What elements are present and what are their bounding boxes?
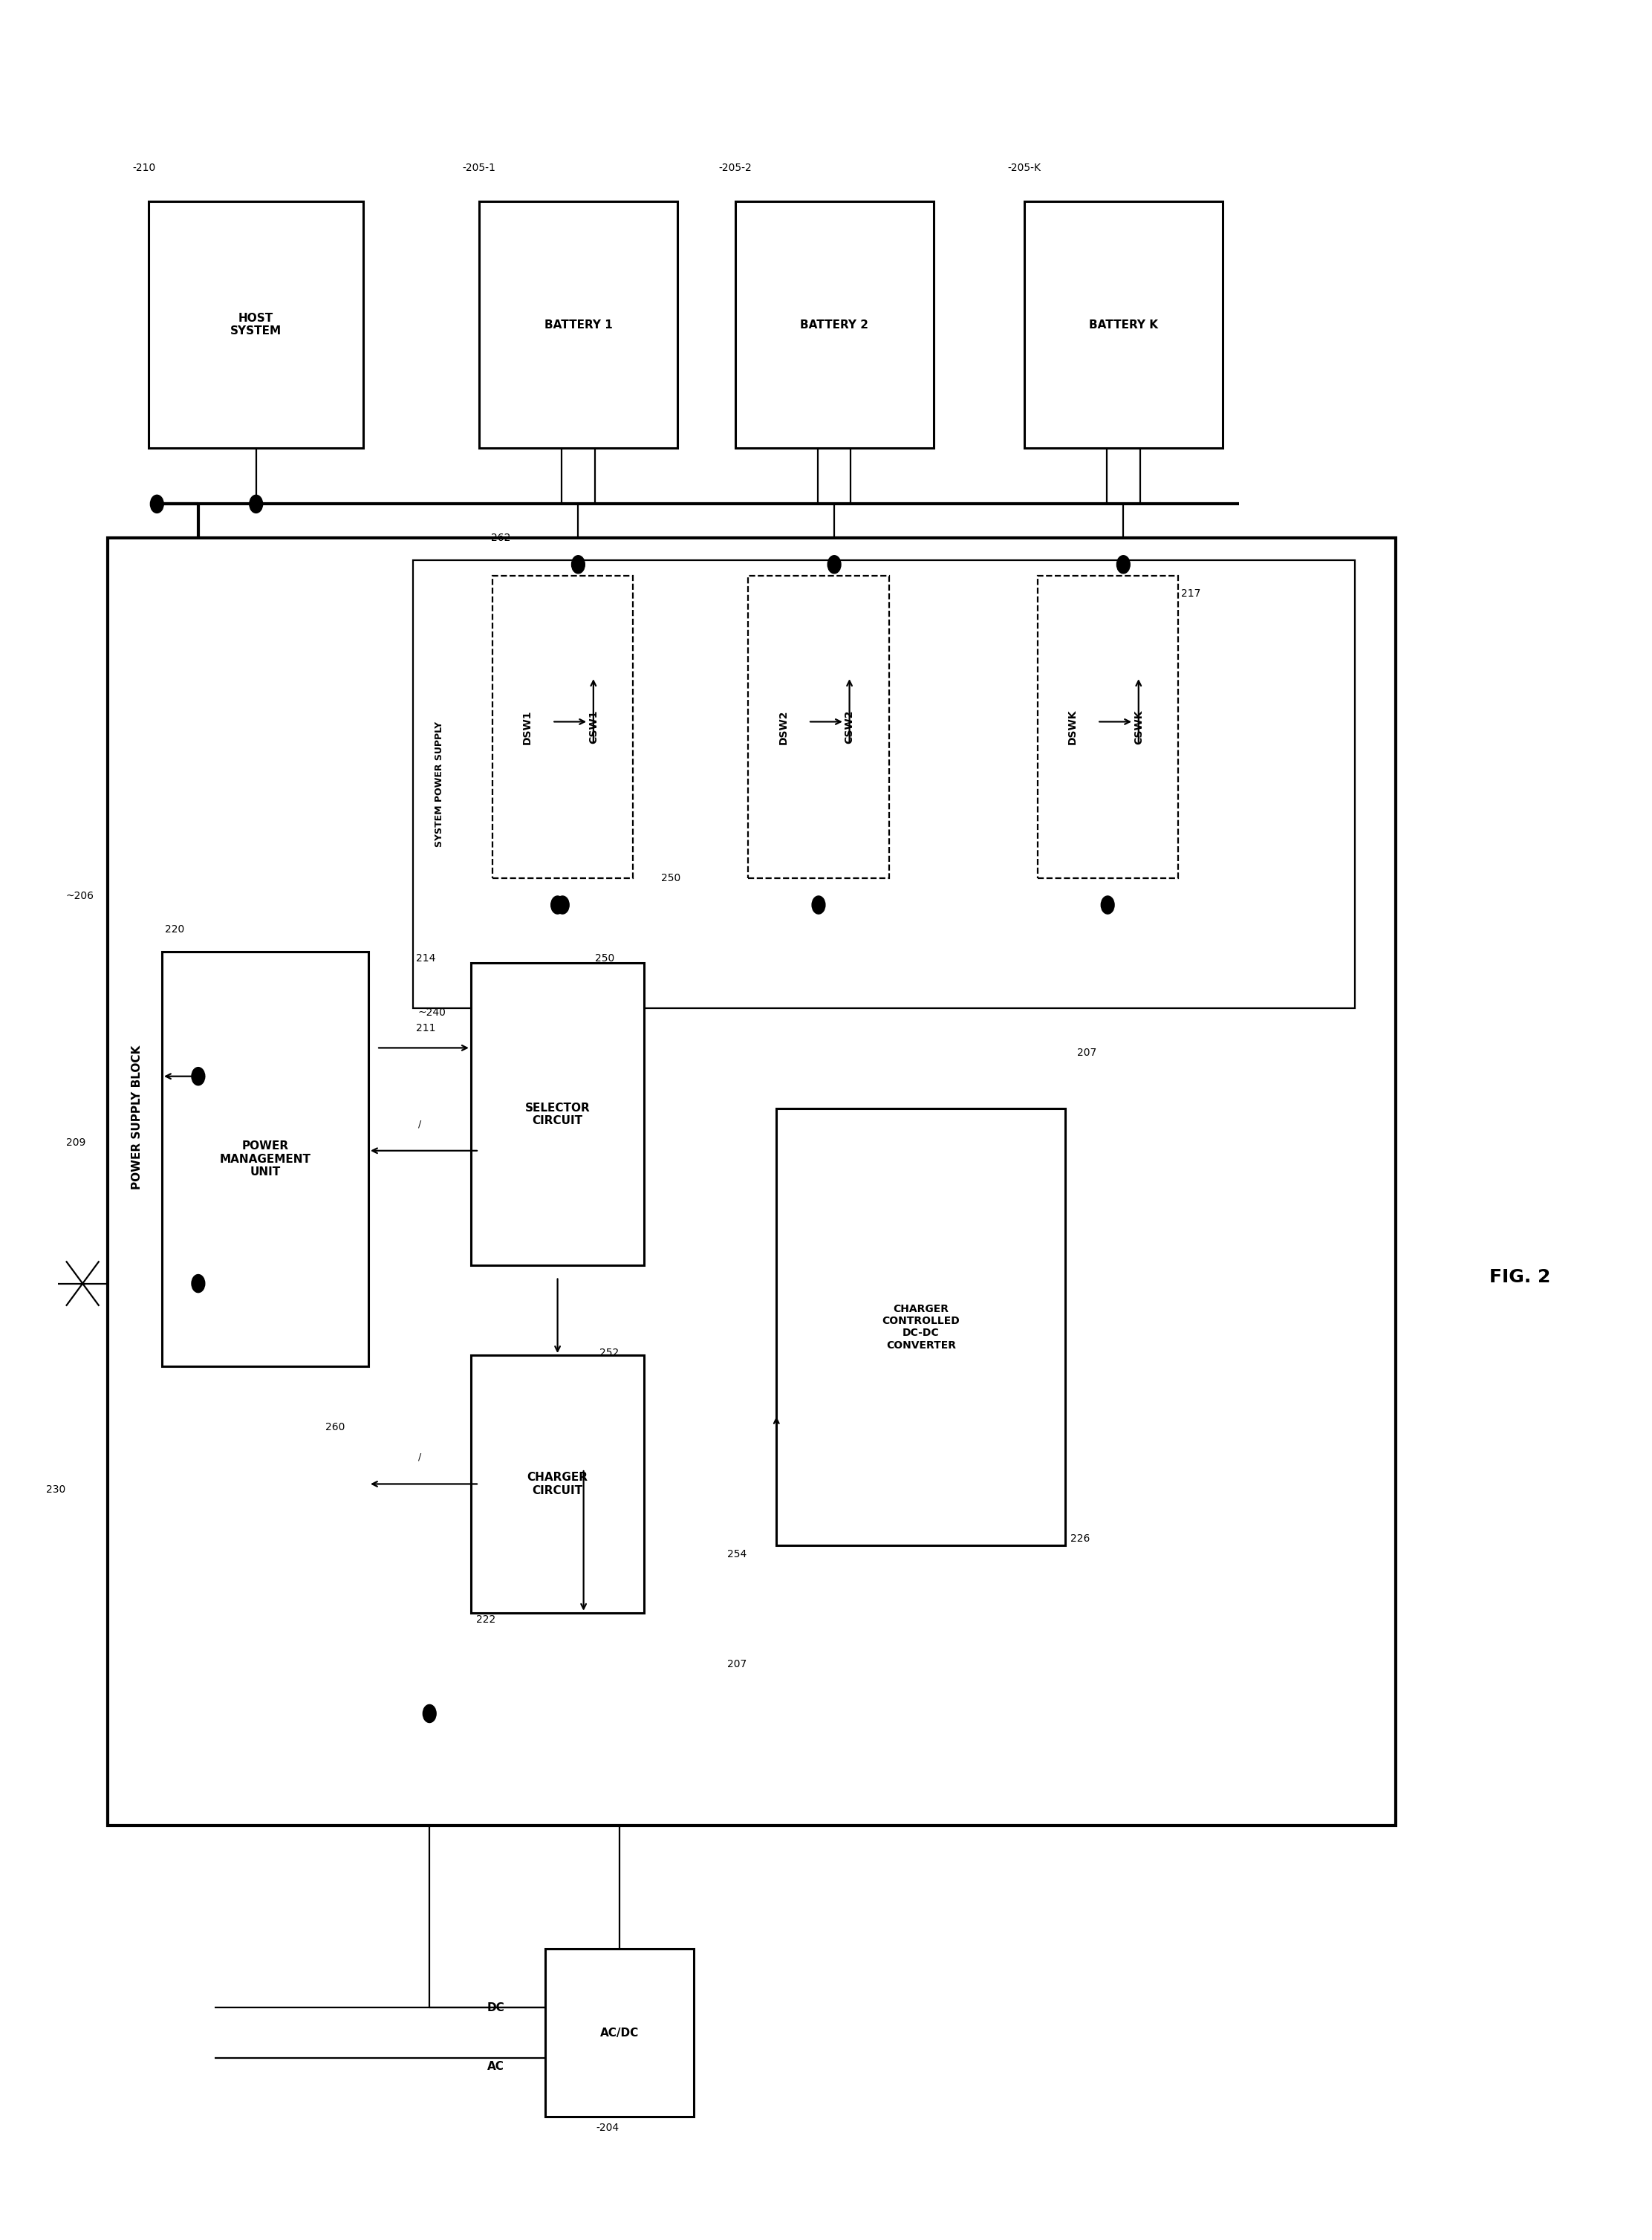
Text: AC: AC xyxy=(487,2061,504,2072)
Text: 207: 207 xyxy=(1077,1048,1097,1057)
Text: 207: 207 xyxy=(727,1660,747,1669)
Bar xyxy=(1024,202,1222,448)
Circle shape xyxy=(555,896,568,914)
Text: 211: 211 xyxy=(416,1024,436,1033)
Bar xyxy=(748,576,889,878)
Text: -204: -204 xyxy=(596,2124,620,2132)
Text: 252: 252 xyxy=(600,1348,620,1357)
Circle shape xyxy=(550,896,563,914)
Circle shape xyxy=(192,1066,205,1084)
Bar xyxy=(107,538,1396,1826)
Text: ~240: ~240 xyxy=(418,1008,446,1017)
Bar xyxy=(735,202,933,448)
Text: 250: 250 xyxy=(595,954,615,963)
Circle shape xyxy=(249,495,263,513)
Text: BATTERY 1: BATTERY 1 xyxy=(544,320,613,329)
Text: CHARGER
CONTROLLED
DC-DC
CONVERTER: CHARGER CONTROLLED DC-DC CONVERTER xyxy=(882,1304,960,1351)
Text: AC/DC: AC/DC xyxy=(600,2027,639,2038)
Text: 230: 230 xyxy=(46,1485,66,1494)
Text: CSWK: CSWK xyxy=(1133,710,1143,744)
Circle shape xyxy=(1117,556,1130,573)
Text: -210: -210 xyxy=(132,164,155,172)
Text: -205-K: -205-K xyxy=(1008,164,1041,172)
Text: DSW1: DSW1 xyxy=(522,710,532,744)
Circle shape xyxy=(192,1275,205,1292)
Text: 262: 262 xyxy=(491,533,510,542)
Bar xyxy=(149,202,363,448)
Bar xyxy=(471,1355,644,1613)
Text: -205-2: -205-2 xyxy=(719,164,752,172)
Text: POWER SUPPLY BLOCK: POWER SUPPLY BLOCK xyxy=(132,1046,142,1189)
Bar xyxy=(162,952,368,1366)
Text: 222: 222 xyxy=(476,1615,496,1624)
Bar xyxy=(1037,576,1178,878)
Text: POWER
MANAGEMENT
UNIT: POWER MANAGEMENT UNIT xyxy=(220,1140,311,1178)
Text: FIG. 2: FIG. 2 xyxy=(1488,1268,1551,1286)
Text: 217: 217 xyxy=(1181,589,1201,598)
Text: ~206: ~206 xyxy=(66,892,94,900)
Circle shape xyxy=(423,1705,436,1723)
Bar xyxy=(479,202,677,448)
Text: HOST
SYSTEM: HOST SYSTEM xyxy=(230,314,282,336)
Text: /: / xyxy=(418,1120,421,1129)
Bar xyxy=(492,576,633,878)
Text: 260: 260 xyxy=(325,1422,345,1431)
Text: BATTERY 2: BATTERY 2 xyxy=(800,320,869,329)
Circle shape xyxy=(572,556,585,573)
Text: 254: 254 xyxy=(727,1550,747,1559)
Circle shape xyxy=(828,556,841,573)
Text: SELECTOR
CIRCUIT: SELECTOR CIRCUIT xyxy=(525,1102,590,1127)
Text: 250: 250 xyxy=(661,874,681,883)
Text: CSW1: CSW1 xyxy=(588,710,598,744)
Text: DC: DC xyxy=(487,2003,504,2014)
Bar xyxy=(545,1949,694,2117)
Text: /: / xyxy=(418,1452,421,1463)
Circle shape xyxy=(150,495,164,513)
Text: 226: 226 xyxy=(1070,1534,1090,1543)
Text: DSW2: DSW2 xyxy=(778,710,788,744)
Bar xyxy=(413,560,1355,1008)
Text: DSWK: DSWK xyxy=(1067,710,1077,744)
Bar xyxy=(471,963,644,1266)
Text: 214: 214 xyxy=(416,954,436,963)
Bar xyxy=(776,1109,1066,1546)
Text: -205-1: -205-1 xyxy=(463,164,496,172)
Circle shape xyxy=(1100,896,1113,914)
Text: CHARGER
CIRCUIT: CHARGER CIRCUIT xyxy=(527,1472,588,1496)
Text: BATTERY K: BATTERY K xyxy=(1089,320,1158,329)
Text: CSW2: CSW2 xyxy=(844,710,854,744)
Text: SYSTEM POWER SUPPLY: SYSTEM POWER SUPPLY xyxy=(434,721,444,847)
Text: 209: 209 xyxy=(66,1138,86,1147)
Text: 220: 220 xyxy=(165,925,185,934)
Circle shape xyxy=(811,896,826,914)
